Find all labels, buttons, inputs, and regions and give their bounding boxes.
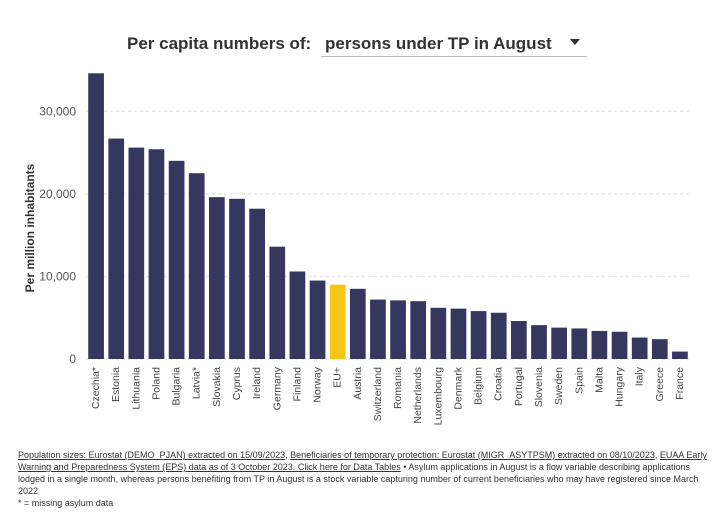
bar-luxembourg[interactable] <box>430 307 447 359</box>
bar-ireland[interactable] <box>249 208 265 359</box>
x-category-label: Estonia <box>110 367 122 402</box>
bars <box>88 73 688 359</box>
bar-spain[interactable] <box>571 328 588 359</box>
x-category-label: Germany <box>271 366 283 410</box>
x-category-label: Belgium <box>473 367 485 405</box>
x-category-label: Netherlands <box>412 367 424 424</box>
bar-sweden[interactable] <box>551 327 567 359</box>
eps-data-tables-link[interactable]: EUAA Early Warning and Preparedness Syst… <box>18 450 707 472</box>
population-source-link[interactable]: Population sizes: Eurostat (DEMO_PJAN) e… <box>18 450 286 460</box>
bar-switzerland[interactable] <box>370 299 386 359</box>
bar-latvia[interactable] <box>188 173 205 359</box>
bar-portugal[interactable] <box>511 321 527 359</box>
x-category-label: Greece <box>654 367 666 402</box>
y-tick-label: 20,000 <box>39 187 76 201</box>
bar-slovenia[interactable] <box>531 325 547 359</box>
bar-eu[interactable] <box>329 284 346 359</box>
x-category-label: Slovenia <box>533 367 545 407</box>
chart-header: Per capita numbers of: persons under TP … <box>0 30 724 58</box>
x-category-label: Poland <box>150 367 162 400</box>
chevron-down-icon <box>570 39 580 45</box>
metric-dropdown[interactable]: persons under TP in August <box>321 30 587 57</box>
bar-greece[interactable] <box>651 339 668 359</box>
bar-estonia[interactable] <box>108 138 125 359</box>
x-axis-categories: Czechia* Estonia Lithuania Poland Bulgaria La… <box>90 366 686 425</box>
bar-belgium[interactable] <box>470 311 487 359</box>
bar-germany[interactable] <box>269 246 286 359</box>
footer-note: • Asylum applications in August is a flo… <box>18 462 699 496</box>
bar-malta[interactable] <box>591 330 608 359</box>
x-category-label: Portugal <box>513 367 525 406</box>
x-category-label: Bulgaria <box>171 367 183 406</box>
y-tick-label: 30,000 <box>39 104 76 118</box>
x-category-label: Norway <box>312 366 324 402</box>
x-category-label: Switzerland <box>372 367 384 421</box>
bar-poland[interactable] <box>148 149 165 359</box>
x-category-label: Lithuania <box>130 367 142 410</box>
x-category-label: Latvia* <box>191 367 203 399</box>
bar-cyprus[interactable] <box>229 198 245 359</box>
bar-finland[interactable] <box>289 271 306 359</box>
bar-chart: 0 10,000 20,000 30,000 Per million inhabita… <box>23 73 690 425</box>
y-axis-label: Per million inhabitants <box>23 163 37 292</box>
y-axis-ticks: 0 10,000 20,000 30,000 <box>39 104 76 366</box>
x-category-label: Spain <box>573 367 585 394</box>
metric-dropdown-value: persons under TP in August <box>325 34 552 53</box>
x-category-label: Malta <box>593 367 605 393</box>
bar-hungary[interactable] <box>611 331 628 359</box>
bar-czechia[interactable] <box>88 73 104 359</box>
bar-romania[interactable] <box>390 300 406 359</box>
bar-croatia[interactable] <box>490 312 507 359</box>
x-category-label: Cyprus <box>231 367 243 400</box>
tp-source-link[interactable]: Beneficiaries of temporary protection: E… <box>290 450 655 460</box>
bar-netherlands[interactable] <box>410 301 427 359</box>
bar-slovakia[interactable] <box>209 197 225 359</box>
x-category-label: Hungary <box>614 366 626 406</box>
x-category-label: EU+ <box>332 367 344 388</box>
bar-italy[interactable] <box>631 337 648 359</box>
x-category-label: France <box>674 367 686 400</box>
x-category-label: Croatia <box>493 367 505 401</box>
y-tick-label: 0 <box>69 352 76 366</box>
header-label: Per capita numbers of: <box>127 34 312 53</box>
x-category-label: Romania <box>392 367 404 409</box>
x-category-label: Sweden <box>553 367 565 405</box>
bar-austria[interactable] <box>349 288 366 359</box>
bar-denmark[interactable] <box>450 308 467 359</box>
x-category-label: Denmark <box>452 366 464 409</box>
bar-norway[interactable] <box>309 280 326 359</box>
grid-lines <box>86 110 690 360</box>
source-footer: Population sizes: Eurostat (DEMO_PJAN) e… <box>18 449 708 509</box>
x-category-label: Austria <box>352 367 364 400</box>
footer-separator: , <box>285 450 291 460</box>
x-category-label: Luxembourg <box>432 367 444 426</box>
bar-bulgaria[interactable] <box>168 160 185 359</box>
x-category-label: Finland <box>291 367 303 402</box>
bar-lithuania[interactable] <box>128 147 145 359</box>
x-category-label: Ireland <box>251 367 263 399</box>
footnote-missing-asylum: * = missing asylum data <box>18 498 114 508</box>
x-category-label: Slovakia <box>211 367 223 407</box>
x-category-label: Czechia* <box>90 367 102 409</box>
y-tick-label: 10,000 <box>39 269 76 283</box>
bar-france[interactable] <box>672 351 688 359</box>
footer-separator: , <box>654 450 660 460</box>
x-category-label: Italy <box>634 366 646 386</box>
